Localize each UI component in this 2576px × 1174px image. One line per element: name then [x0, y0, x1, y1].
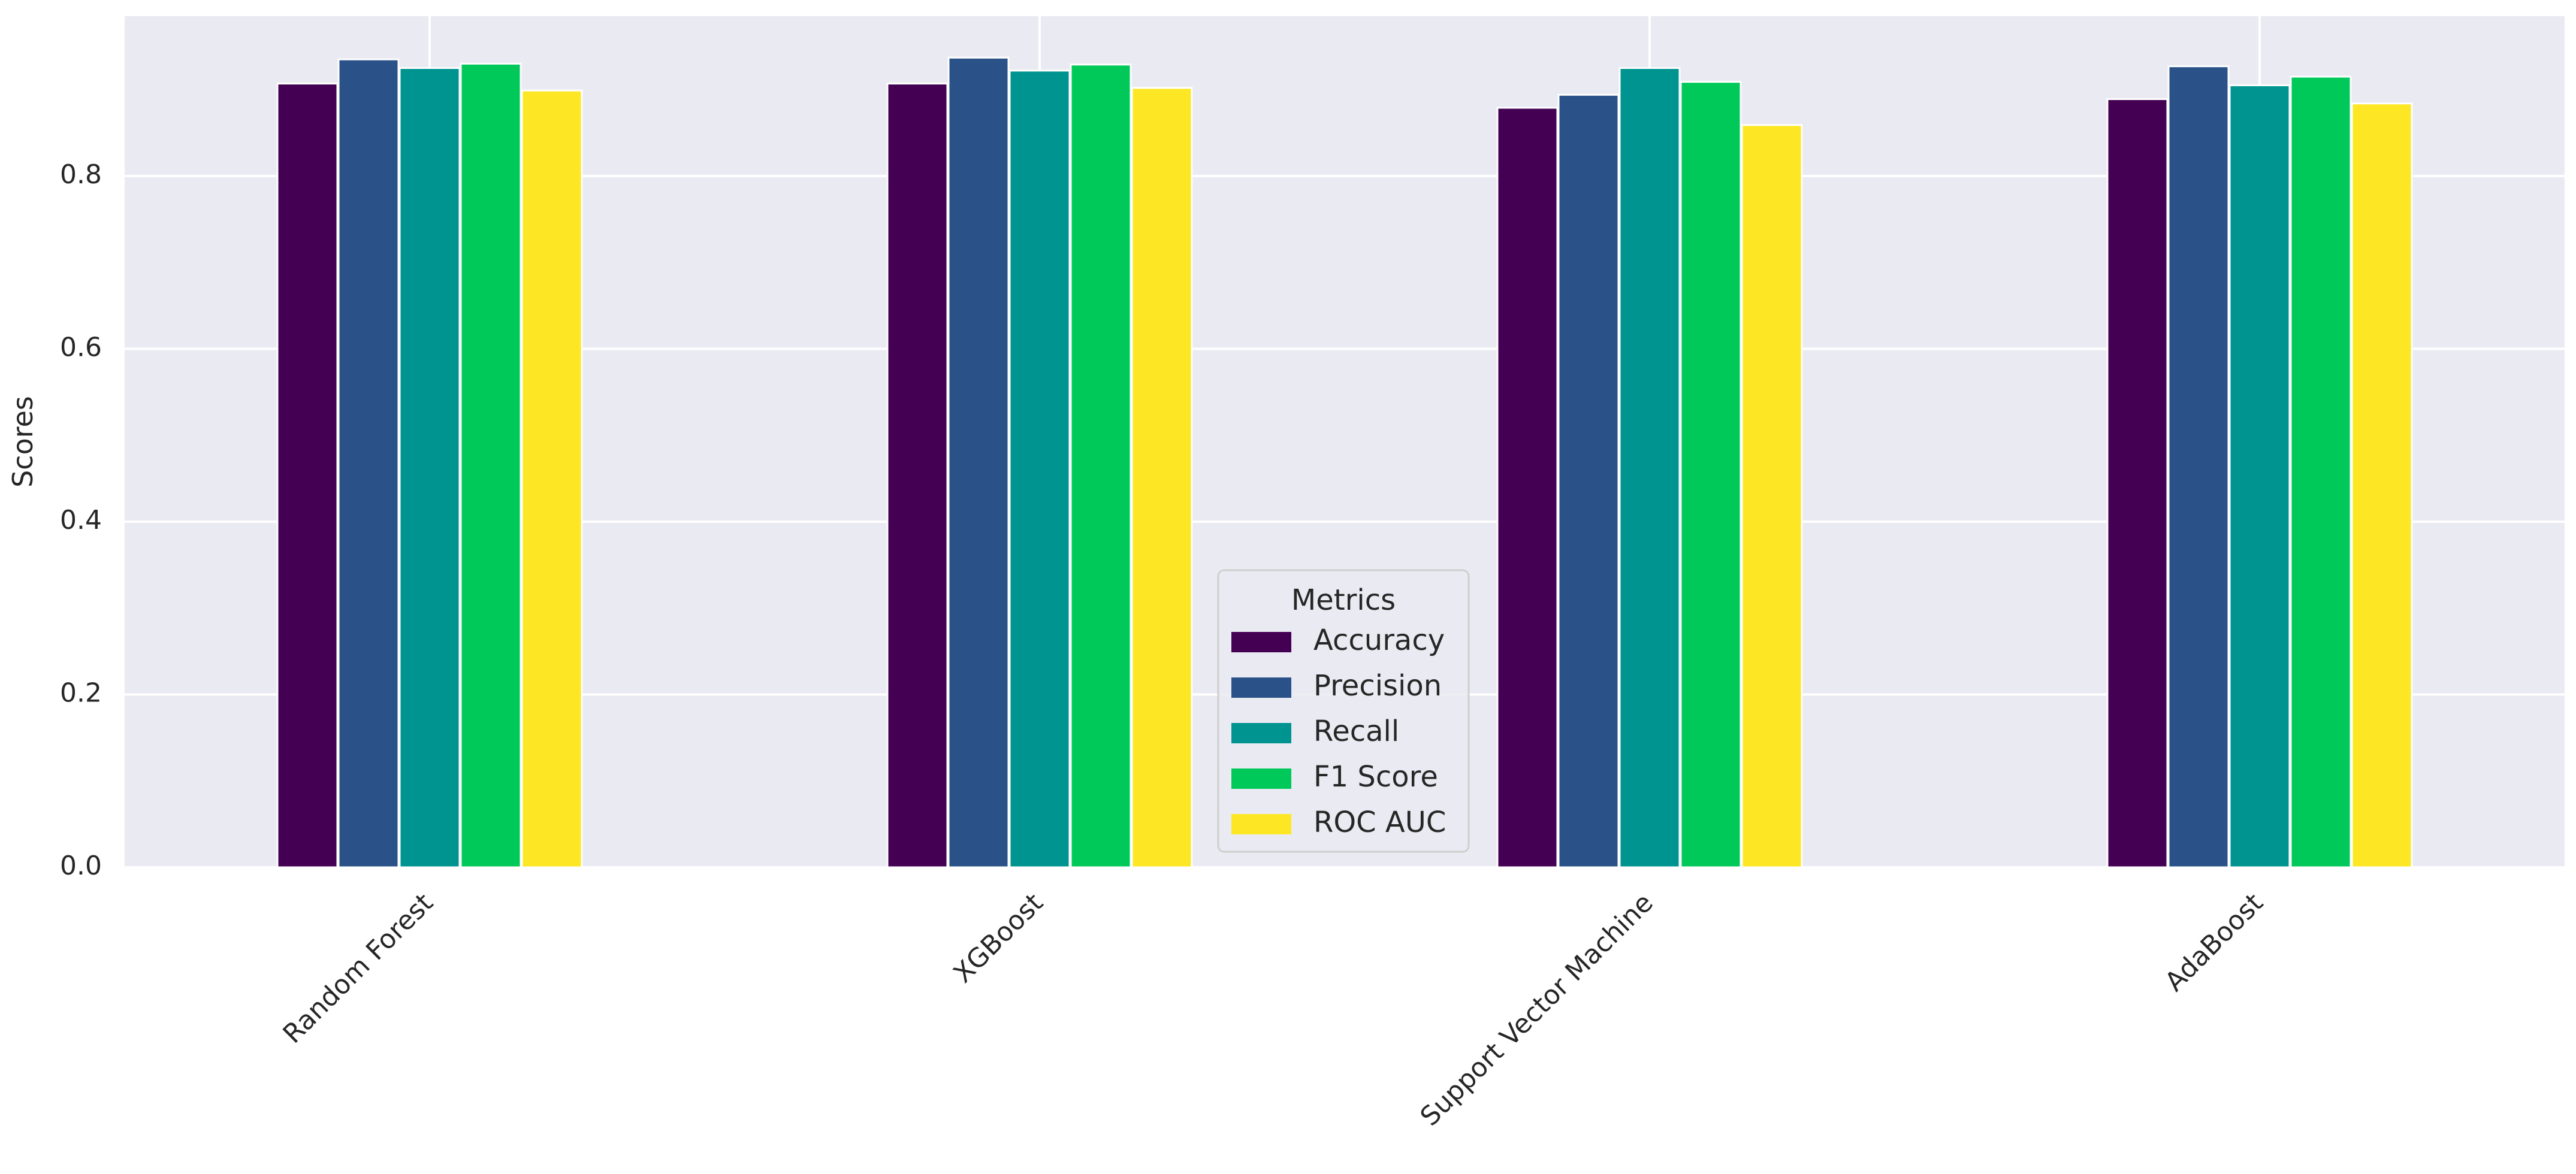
y-tick-label: 0.0: [60, 851, 102, 881]
x-tick-label: Random Forest: [277, 888, 439, 1049]
bar-roc-auc-adaboost: [2351, 102, 2413, 869]
bar-recall-random-forest: [398, 67, 461, 869]
legend-swatch: [1231, 814, 1291, 834]
bar-accuracy-random-forest: [276, 83, 339, 869]
legend-label: F1 Score: [1313, 760, 1438, 794]
bar-precision-xgboost: [947, 56, 1010, 869]
y-axis-label: Scores: [7, 396, 39, 488]
x-tick-label: Support Vector Machine: [1415, 888, 1659, 1132]
bar-recall-adaboost: [2228, 84, 2291, 869]
legend-label: Accuracy: [1313, 624, 1445, 657]
legend-label: Recall: [1313, 715, 1399, 748]
legend-swatch: [1231, 723, 1291, 743]
y-tick-label: 0.4: [60, 505, 102, 535]
legend-swatch: [1231, 677, 1291, 698]
bar-roc-auc-xgboost: [1131, 87, 1193, 869]
y-axis: 0.0 0.2 0.4 0.6 0.8: [60, 159, 102, 881]
bar-f1-score-random-forest: [460, 62, 522, 869]
bar-f1-score-adaboost: [2290, 75, 2352, 869]
y-tick-label: 0.2: [60, 677, 102, 708]
bar-accuracy-xgboost: [886, 83, 949, 869]
legend-swatch: [1231, 632, 1291, 652]
x-tick-label: AdaBoost: [2159, 888, 2269, 997]
legend: Metrics Accuracy Precision Recall F1 Score R…: [1217, 569, 1470, 853]
bars: [276, 56, 2413, 869]
bar-precision-adaboost: [2167, 65, 2230, 869]
bar-recall-support-vector-machine: [1618, 67, 1681, 869]
bar-precision-random-forest: [337, 58, 400, 869]
legend-title: Metrics: [1291, 583, 1396, 617]
bar-precision-support-vector-machine: [1557, 93, 1620, 869]
x-axis: Random Forest XGBoost Support Vector Machi…: [277, 888, 2269, 1132]
x-tick-label: XGBoost: [947, 888, 1049, 989]
y-tick-label: 0.6: [60, 332, 102, 362]
y-tick-label: 0.8: [60, 159, 102, 190]
bar-roc-auc-random-forest: [521, 89, 583, 869]
bar-recall-xgboost: [1008, 69, 1071, 869]
bar-f1-score-support-vector-machine: [1680, 81, 1742, 869]
legend-swatch: [1231, 768, 1291, 789]
bar-roc-auc-support-vector-machine: [1741, 124, 1803, 869]
bar-accuracy-adaboost: [2106, 98, 2169, 869]
legend-label: Precision: [1313, 669, 1442, 703]
legend-label: ROC AUC: [1313, 806, 1446, 839]
bar-f1-score-xgboost: [1070, 63, 1132, 869]
bar-accuracy-support-vector-machine: [1496, 107, 1559, 869]
